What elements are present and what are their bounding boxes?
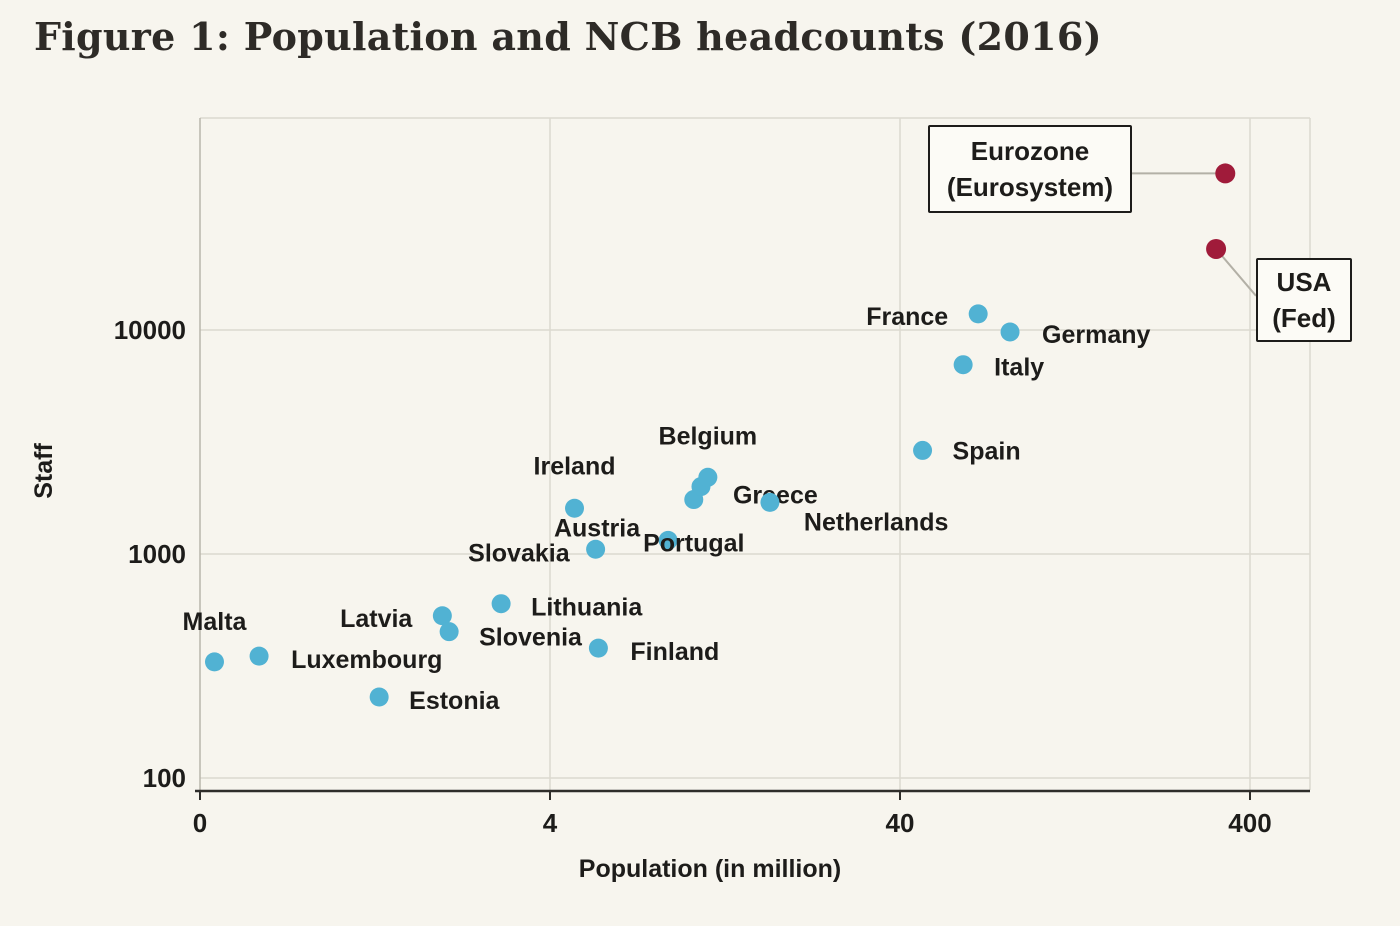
data-point-malta	[204, 652, 224, 672]
point-label-estonia: Estonia	[409, 687, 500, 715]
data-point-eurozone	[1215, 163, 1236, 184]
point-label-finland: Finland	[630, 638, 719, 666]
eurozone-callout-line1: Eurozone	[970, 135, 1090, 166]
data-point-luxembourg	[249, 646, 269, 666]
point-label-slovenia: Slovenia	[479, 624, 583, 652]
data-point-austria	[658, 530, 678, 550]
annotation-connector-usa	[1215, 248, 1257, 297]
data-point-lithuania	[491, 594, 511, 614]
y-tick-label-10000: 10000	[114, 315, 186, 345]
data-point-finland	[588, 638, 608, 658]
data-point-slovakia	[586, 539, 606, 559]
point-label-netherlands: Netherlands	[804, 508, 948, 536]
data-point-netherlands	[760, 492, 780, 512]
data-point-latvia	[432, 606, 452, 626]
y-axis-title: Staff	[30, 443, 58, 499]
x-tick-label-4: 4	[543, 808, 558, 838]
data-point-france	[968, 304, 988, 324]
point-label-ireland: Ireland	[534, 452, 616, 480]
eurozone-callout: Eurozone (Eurosystem)	[928, 125, 1132, 213]
eurozone-callout-line2: (Eurosystem)	[946, 172, 1114, 202]
point-label-slovakia: Slovakia	[468, 539, 571, 567]
data-point-germany	[1000, 322, 1020, 342]
usa-fed-callout-line2: (Fed)	[1272, 303, 1336, 333]
point-label-germany: Germany	[1042, 321, 1150, 349]
x-tick-label-0: 0	[193, 808, 207, 838]
data-point-belgium	[698, 467, 718, 487]
point-label-belgium: Belgium	[659, 422, 758, 450]
x-tick-label-40: 40	[886, 808, 915, 838]
data-point-ireland	[565, 498, 585, 518]
y-tick-label-100: 100	[143, 763, 186, 793]
data-point-estonia	[369, 687, 389, 707]
data-point-italy	[953, 355, 973, 375]
usa-fed-callout-line1: USA	[1276, 266, 1332, 297]
point-label-lithuania: Lithuania	[531, 594, 643, 622]
data-point-slovenia	[439, 622, 459, 642]
usa-fed-callout: USA (Fed)	[1256, 258, 1352, 342]
data-point-spain	[913, 440, 933, 460]
point-label-france: France	[866, 303, 948, 331]
y-tick-label-1000: 1000	[128, 539, 186, 569]
x-axis-title: Population (in million)	[579, 855, 841, 883]
data-point-usa	[1206, 238, 1227, 259]
point-label-portugal: Portugal	[643, 530, 744, 558]
point-label-malta: Malta	[183, 608, 248, 636]
point-label-latvia: Latvia	[340, 605, 413, 633]
figure-title: Figure 1: Population and NCB headcounts …	[34, 14, 1102, 59]
point-label-italy: Italy	[994, 354, 1044, 382]
point-label-austria: Austria	[554, 514, 641, 542]
point-label-spain: Spain	[953, 437, 1021, 465]
point-label-luxembourg: Luxembourg	[291, 646, 442, 674]
x-tick-label-400: 400	[1228, 808, 1271, 838]
